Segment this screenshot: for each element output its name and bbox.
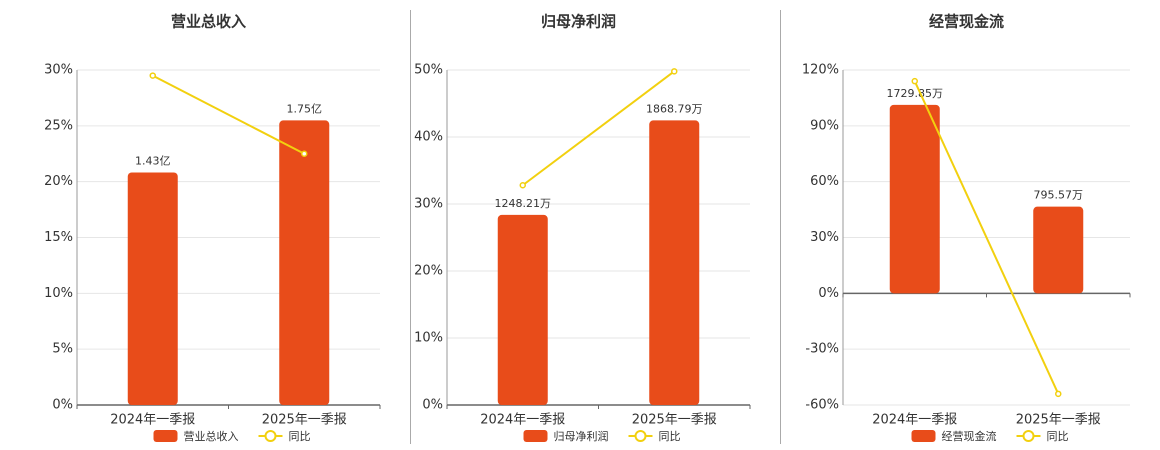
y-tick-label: 90% xyxy=(810,118,839,133)
legend-label: 经营现金流 xyxy=(942,429,997,443)
y-tick-label: 20% xyxy=(414,264,443,279)
value-label: 1.43亿 xyxy=(135,154,171,167)
legend-swatch xyxy=(264,430,277,442)
bar xyxy=(279,120,330,405)
value-label: 795.57万 xyxy=(1034,189,1084,202)
bar xyxy=(649,120,700,405)
y-tick-label: 15% xyxy=(44,230,73,245)
line xyxy=(152,74,305,155)
x-tick-label: 2024年一季报 xyxy=(872,413,957,428)
chart-title: 经营现金流 xyxy=(929,13,1004,31)
legend-swatch xyxy=(634,430,647,442)
value-label: 1729.85万 xyxy=(887,87,944,100)
y-tick-label: -30% xyxy=(805,342,839,357)
bar xyxy=(127,172,178,405)
y-tick-label: 25% xyxy=(44,118,73,133)
y-tick-label: 10% xyxy=(44,286,73,301)
y-tick-label: 30% xyxy=(44,63,73,78)
bar xyxy=(889,104,940,294)
y-tick-label: 0% xyxy=(52,398,73,413)
value-label: 1868.79万 xyxy=(646,102,703,115)
line xyxy=(913,80,1060,395)
point xyxy=(149,72,156,79)
y-tick-label: 50% xyxy=(414,63,443,78)
chart-title: 营业总收入 xyxy=(171,13,246,31)
x-tick-label: 2025年一季报 xyxy=(1016,413,1101,428)
y-tick-label: 30% xyxy=(810,230,839,245)
point xyxy=(1055,390,1062,398)
y-tick-label: 10% xyxy=(414,331,443,346)
point xyxy=(519,181,526,189)
point xyxy=(911,77,918,85)
value-label: 1248.21万 xyxy=(495,197,552,210)
chart-title: 归母净利润 xyxy=(541,13,616,31)
y-tick-label: 40% xyxy=(414,130,443,145)
value-label: 1.75亿 xyxy=(287,102,323,115)
y-tick-label: 0% xyxy=(422,398,443,413)
y-tick-label: 0% xyxy=(818,286,839,301)
legend-label: 归母净利润 xyxy=(554,429,609,443)
point xyxy=(301,150,308,157)
x-tick-label: 2025年一季报 xyxy=(632,413,717,428)
legend-swatch xyxy=(911,430,936,442)
y-tick-label: 60% xyxy=(810,174,839,189)
legend-label: 营业总收入 xyxy=(184,429,239,443)
legend-label: 同比 xyxy=(659,430,681,443)
bar xyxy=(1033,206,1084,294)
bar xyxy=(497,214,548,405)
y-tick-label: 30% xyxy=(414,197,443,212)
legend-swatch xyxy=(523,430,548,442)
line xyxy=(522,70,675,187)
y-tick-label: -60% xyxy=(805,398,839,413)
legend-label: 同比 xyxy=(289,430,311,443)
x-tick-label: 2025年一季报 xyxy=(262,413,347,428)
x-tick-label: 2024年一季报 xyxy=(110,413,195,428)
legend-swatch xyxy=(1022,430,1035,442)
y-tick-label: 20% xyxy=(44,174,73,189)
y-tick-label: 120% xyxy=(802,63,839,78)
legend-label: 同比 xyxy=(1047,430,1069,443)
legend-swatch xyxy=(153,430,178,442)
point xyxy=(671,68,678,75)
y-tick-label: 5% xyxy=(52,342,73,357)
x-tick-label: 2024年一季报 xyxy=(480,413,565,428)
